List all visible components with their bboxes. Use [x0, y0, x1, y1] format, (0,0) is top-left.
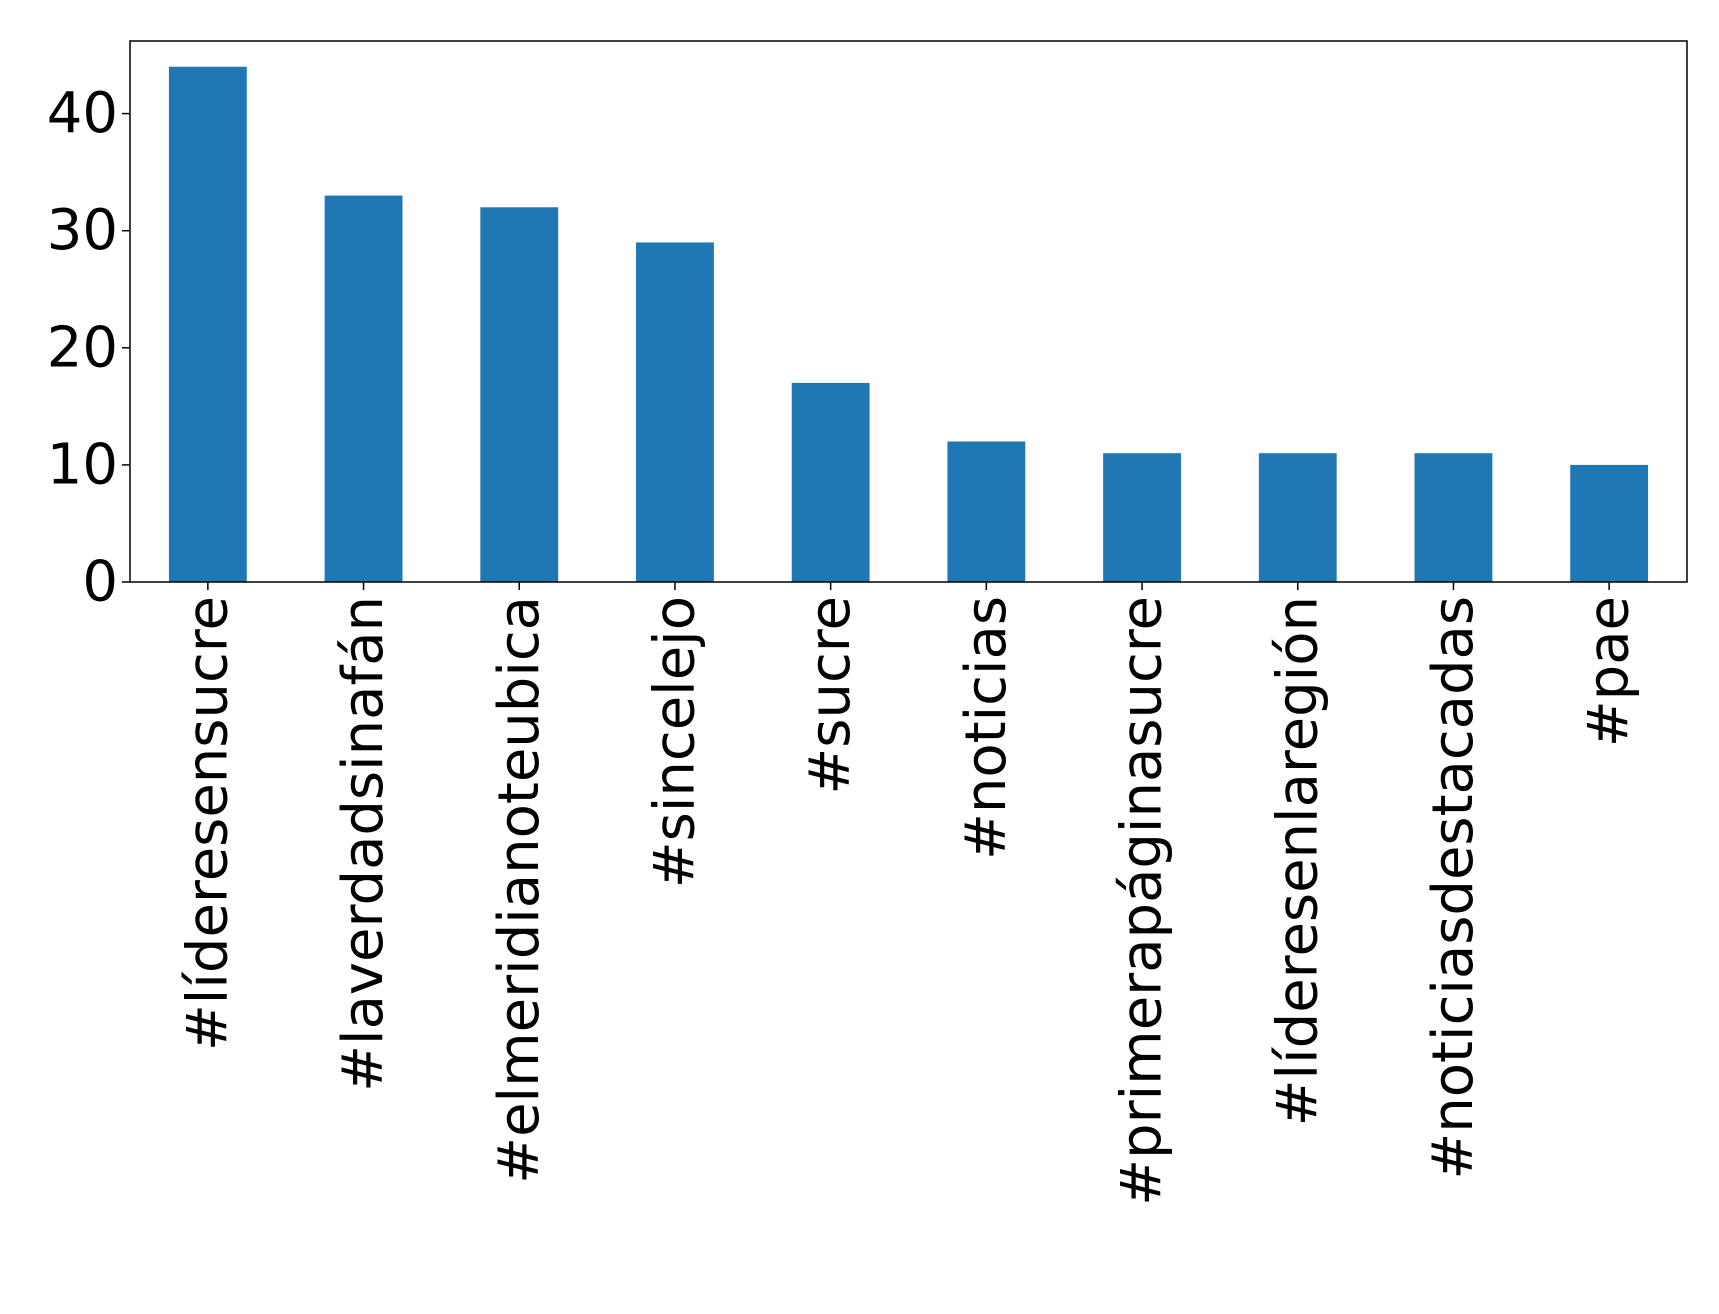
bar-4: [791, 382, 870, 582]
y-tick-label: 30: [47, 198, 118, 263]
x-tick-label: #sucre: [798, 596, 863, 795]
x-tick-label: #laverdadsinafán: [331, 596, 396, 1092]
y-tick-label: 40: [47, 81, 118, 146]
bars-group: [168, 66, 1649, 583]
y-tick-label: 0: [82, 550, 118, 615]
bar-8: [1414, 453, 1493, 582]
bar-5: [947, 441, 1026, 582]
plot-area-frame: [129, 40, 1688, 583]
x-tick-label: #pae: [1577, 596, 1642, 747]
x-tick-label: #noticias: [954, 596, 1019, 860]
y-axis: 0 10 20 30 40: [47, 81, 130, 615]
bar-3: [636, 242, 714, 582]
x-tick-label: #sincelejo: [642, 596, 707, 888]
x-tick-label: #líderesenlaregión: [1265, 596, 1330, 1126]
y-tick-label: 10: [47, 432, 118, 497]
bar-2: [480, 207, 559, 583]
bar-9: [1570, 464, 1649, 582]
bar-7: [1258, 453, 1337, 582]
bar-1: [324, 195, 403, 583]
bar-6: [1103, 453, 1181, 582]
y-tick-label: 20: [47, 315, 118, 380]
x-tick-label: #elmeridianoteubica: [487, 596, 552, 1184]
x-tick-label: #noticiasdestacadas: [1421, 596, 1486, 1180]
x-axis: #líderesensucre #laverdadsinafán #elmeridi…: [175, 582, 1642, 1206]
bar-0: [168, 66, 247, 582]
x-tick-label: #primerapáginasucre: [1110, 596, 1175, 1206]
x-tick-label: #líderesensucre: [175, 596, 240, 1051]
